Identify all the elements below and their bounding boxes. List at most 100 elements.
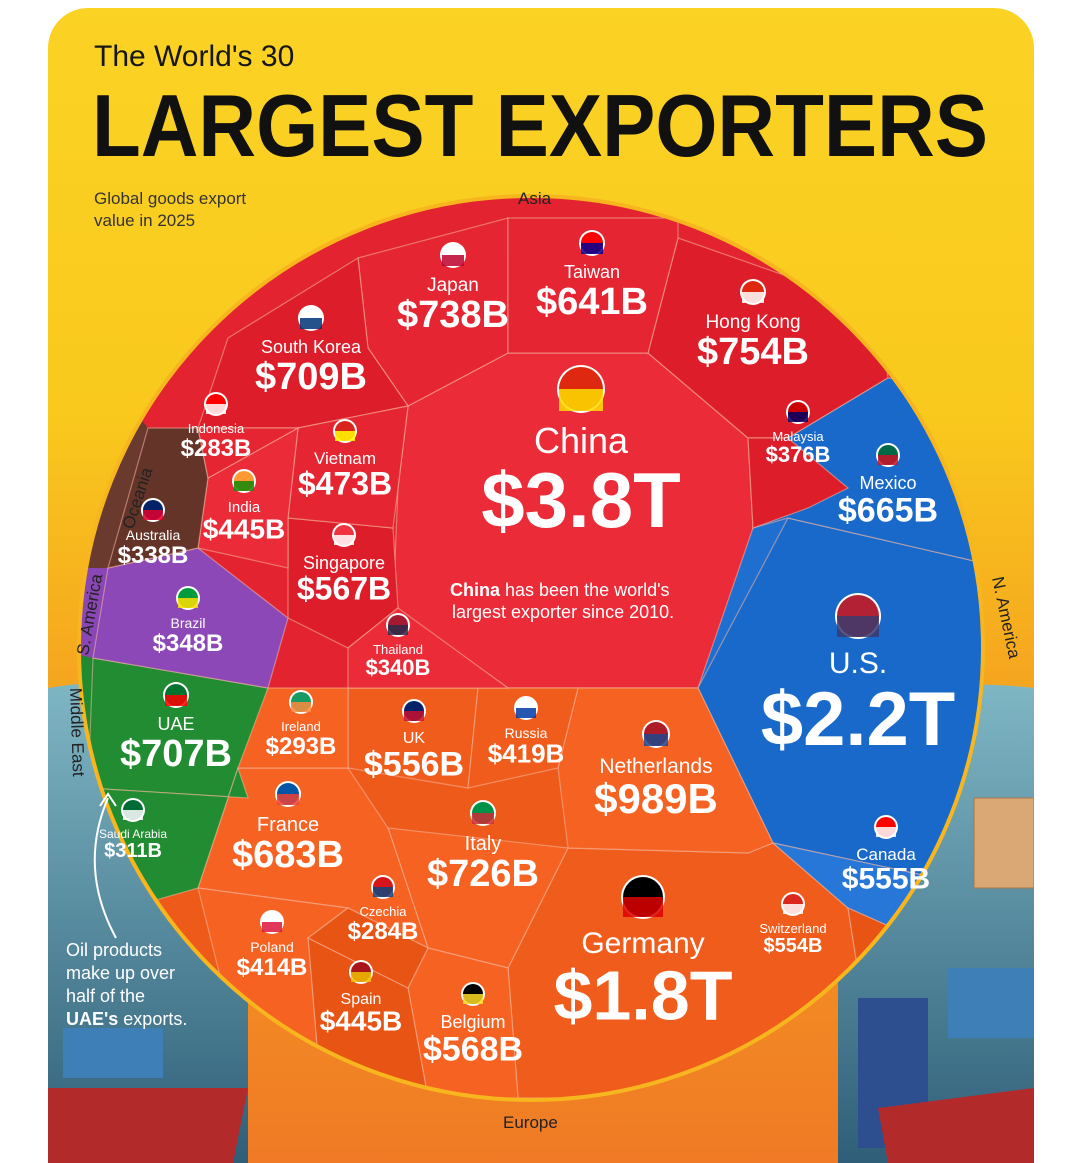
uae-note-arrowhead bbox=[99, 792, 117, 807]
flag-czechia-icon bbox=[371, 875, 395, 899]
main-title: LARGEST EXPORTERS bbox=[92, 76, 988, 175]
ship-hull-right bbox=[878, 1088, 1034, 1163]
country-name-u-s: U.S. bbox=[829, 647, 887, 680]
country-name-singapore: Singapore bbox=[303, 553, 385, 573]
flag-uae-icon bbox=[163, 682, 189, 708]
china-note-rest: has been the world's bbox=[500, 580, 670, 600]
country-name-australia: Australia bbox=[126, 527, 181, 543]
country-value-uae: $707B bbox=[120, 733, 232, 775]
cell-ireland bbox=[237, 687, 349, 769]
country-name-thailand: Thailand bbox=[373, 642, 423, 657]
container-stack-right-2 bbox=[948, 968, 1034, 1038]
country-name-china: China bbox=[534, 420, 629, 461]
country-value-indonesia: $283B bbox=[181, 435, 252, 462]
country-name-hong-kong: Hong Kong bbox=[705, 312, 800, 333]
flag-india-icon bbox=[232, 469, 256, 493]
country-value-singapore: $567B bbox=[297, 570, 391, 606]
country-value-canada: $555B bbox=[842, 863, 930, 896]
country-value-thailand: $340B bbox=[366, 655, 431, 680]
country-name-india: India bbox=[228, 499, 261, 516]
country-value-uk: $556B bbox=[364, 745, 464, 783]
region-label-n-america: N. America bbox=[988, 575, 1024, 661]
flag-canada-icon bbox=[874, 815, 898, 839]
country-name-france: France bbox=[257, 814, 319, 836]
country-value-switzerland: $554B bbox=[764, 935, 823, 957]
region-label-middle-east: Middle East bbox=[66, 687, 88, 777]
country-value-saudi-arabia: $311B bbox=[104, 840, 162, 862]
flag-singapore-icon bbox=[332, 523, 356, 547]
flag-saudi-arabia-icon bbox=[121, 798, 145, 822]
cell-taiwan bbox=[507, 217, 679, 354]
country-value-italy: $726B bbox=[427, 853, 539, 895]
flag-netherlands-icon bbox=[642, 720, 670, 748]
country-name-ireland: Ireland bbox=[281, 719, 321, 734]
country-value-malaysia: $376B bbox=[766, 442, 831, 467]
country-name-italy: Italy bbox=[465, 833, 502, 855]
country-name-germany: Germany bbox=[581, 927, 704, 960]
flag-mexico-icon bbox=[876, 443, 900, 467]
exporters-chart: The World's 30 LARGEST EXPORTERS Global … bbox=[48, 40, 1034, 1163]
country-name-mexico: Mexico bbox=[859, 473, 916, 493]
country-value-u-s: $2.2T bbox=[761, 677, 955, 762]
country-value-czechia: $284B bbox=[348, 918, 419, 945]
country-value-india: $445B bbox=[203, 514, 286, 545]
uae-note-bold: UAE's bbox=[66, 1009, 118, 1029]
country-name-malaysia: Malaysia bbox=[772, 429, 824, 444]
flag-spain-icon bbox=[349, 960, 373, 984]
flag-brazil-icon bbox=[176, 586, 200, 610]
flag-taiwan-icon bbox=[579, 230, 605, 256]
country-name-uk: UK bbox=[403, 730, 426, 747]
cells-group bbox=[79, 196, 983, 1100]
country-name-poland: Poland bbox=[250, 939, 294, 955]
uae-note-line3: half of the bbox=[66, 986, 145, 1006]
country-name-russia: Russia bbox=[505, 725, 548, 741]
country-value-south-korea: $709B bbox=[255, 356, 367, 398]
flag-malaysia-icon bbox=[786, 400, 810, 424]
country-value-hong-kong: $754B bbox=[697, 331, 809, 373]
flag-u-s-icon bbox=[835, 593, 881, 639]
country-value-belgium: $568B bbox=[423, 1030, 523, 1068]
uae-note-arrow bbox=[93, 797, 117, 939]
country-name-czechia: Czechia bbox=[360, 904, 408, 919]
country-name-south-korea: South Korea bbox=[261, 337, 362, 357]
country-labels: China$3.8TU.S.$2.2TGermany$1.8TNetherlan… bbox=[99, 230, 955, 1068]
flag-belgium-icon bbox=[461, 982, 485, 1006]
country-value-taiwan: $641B bbox=[536, 281, 648, 323]
country-name-belgium: Belgium bbox=[440, 1012, 505, 1032]
pretitle: The World's 30 bbox=[94, 40, 294, 73]
country-name-switzerland: Switzerland bbox=[759, 921, 826, 936]
cell-malaysia bbox=[747, 437, 850, 529]
china-note-line1: China has been the world's bbox=[450, 580, 670, 600]
country-value-australia: $338B bbox=[118, 542, 189, 569]
country-value-netherlands: $989B bbox=[594, 775, 718, 822]
country-value-ireland: $293B bbox=[266, 733, 337, 760]
country-value-mexico: $665B bbox=[838, 491, 938, 529]
country-value-poland: $414B bbox=[237, 954, 308, 981]
region-label-europe: Europe bbox=[503, 1113, 558, 1132]
uae-note-line2: make up over bbox=[66, 963, 175, 983]
flag-russia-icon bbox=[514, 696, 538, 720]
flag-japan-icon bbox=[440, 242, 466, 268]
region-label-asia: Asia bbox=[518, 189, 552, 208]
flag-hong-kong-icon bbox=[740, 279, 766, 305]
country-value-germany: $1.8T bbox=[554, 957, 733, 1035]
infographic-card: The World's 30 LARGEST EXPORTERS Global … bbox=[48, 8, 1034, 1163]
flag-france-icon bbox=[275, 781, 301, 807]
country-name-vietnam: Vietnam bbox=[314, 449, 376, 468]
country-value-brazil: $348B bbox=[153, 630, 224, 657]
china-note-bold: China bbox=[450, 580, 501, 600]
flag-south-korea-icon bbox=[298, 305, 324, 331]
chart-circle-ring bbox=[77, 194, 985, 1102]
ship-hull-left bbox=[48, 1088, 248, 1163]
flag-poland-icon bbox=[260, 910, 284, 934]
uae-note-rest: exports. bbox=[118, 1009, 187, 1029]
flag-china-icon bbox=[557, 365, 605, 413]
country-name-uae: UAE bbox=[157, 714, 194, 734]
country-value-japan: $738B bbox=[397, 294, 509, 336]
cell-czechia bbox=[306, 907, 429, 989]
uae-note-line4: UAE's exports. bbox=[66, 1009, 187, 1029]
country-name-taiwan: Taiwan bbox=[564, 262, 620, 282]
country-name-saudi-arabia: Saudi Arabia bbox=[99, 827, 167, 841]
cell-australia bbox=[107, 427, 209, 569]
subtitle-line2: value in 2025 bbox=[94, 211, 195, 230]
